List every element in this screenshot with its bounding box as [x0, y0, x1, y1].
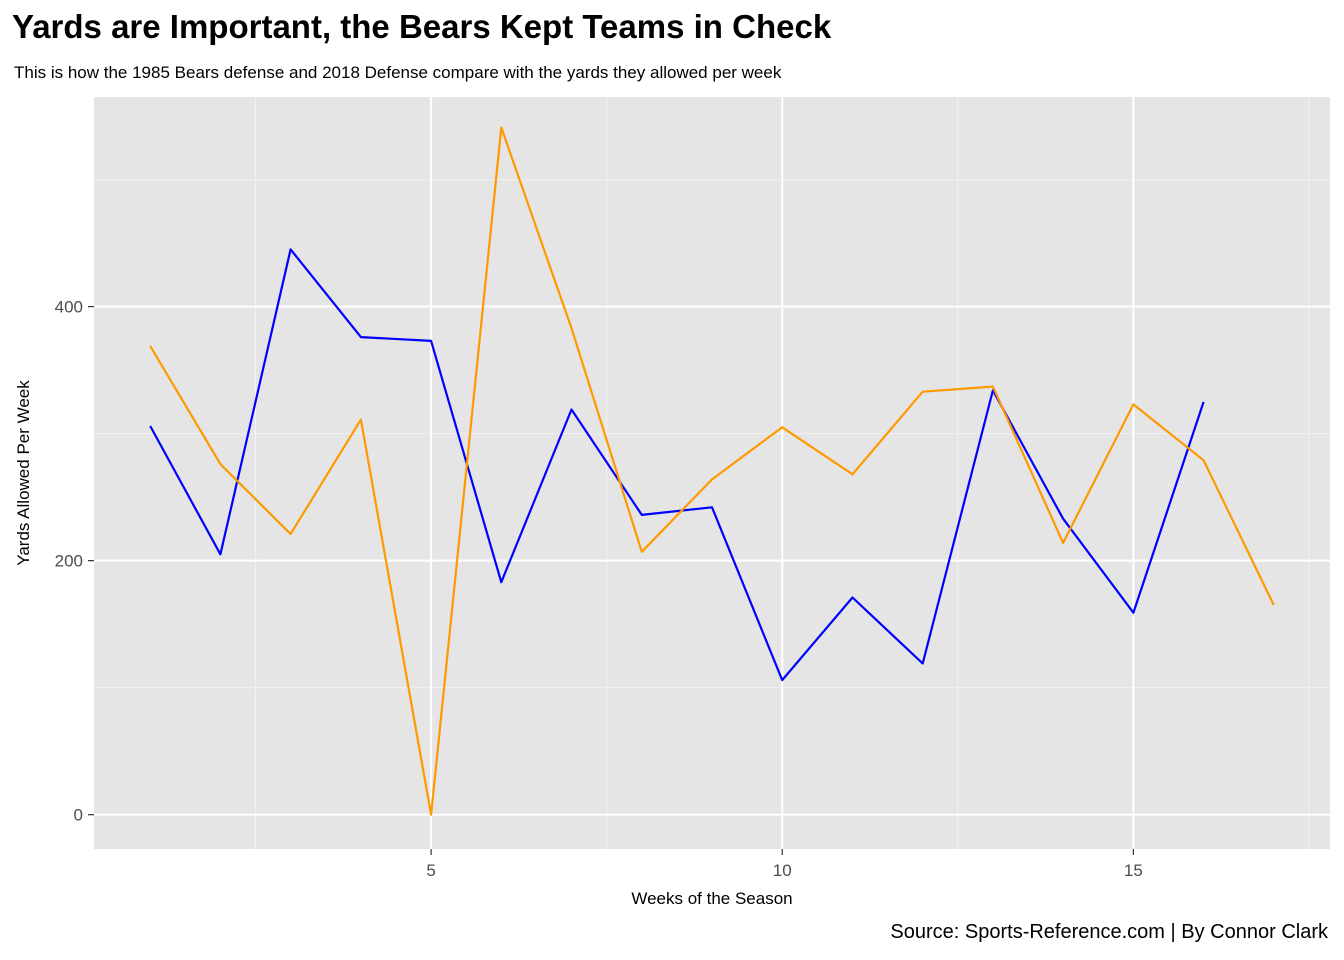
- x-tick-label: 5: [426, 861, 435, 880]
- x-tick-label: 15: [1124, 861, 1143, 880]
- y-tick-label: 400: [55, 298, 83, 317]
- series-layer: [149, 126, 1275, 816]
- x-tick-label: 10: [773, 861, 792, 880]
- grid-lines: [94, 97, 1330, 849]
- chart-subtitle: This is how the 1985 Bears defense and 2…: [14, 63, 782, 82]
- series-line-2: [149, 126, 1275, 816]
- y-tick-label: 200: [55, 552, 83, 571]
- series-line-1: [149, 248, 1205, 682]
- x-axis-title: Weeks of the Season: [631, 889, 792, 908]
- axis-ticks: 0 200 400 5 10 15: [55, 298, 1143, 880]
- chart-caption: Source: Sports-Reference.com | By Connor…: [890, 921, 1328, 943]
- y-tick-label: 0: [74, 806, 83, 825]
- plot-panel: [94, 97, 1330, 849]
- chart-title: Yards are Important, the Bears Kept Team…: [12, 8, 832, 45]
- y-axis-title: Yards Allowed Per Week: [14, 380, 33, 566]
